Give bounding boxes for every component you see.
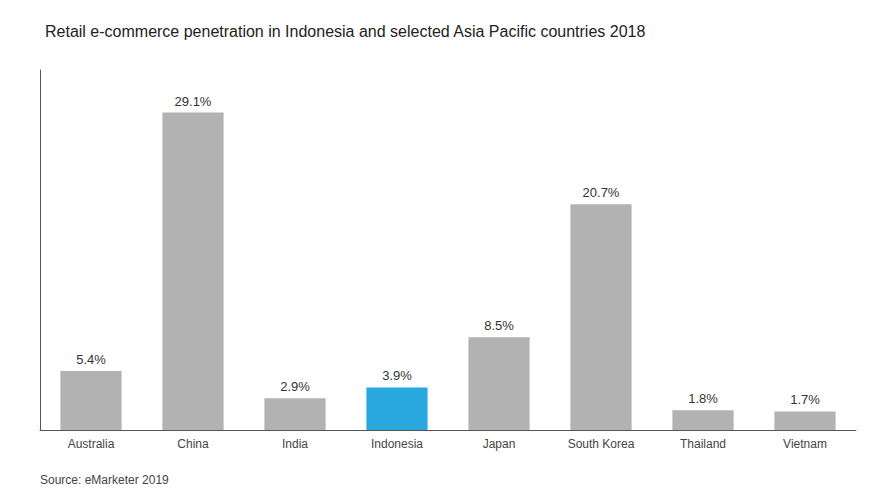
svg-text:Source: eMarketer 2019: Source: eMarketer 2019 bbox=[40, 473, 169, 487]
svg-text:Japan: Japan bbox=[483, 437, 516, 451]
svg-text:29.1%: 29.1% bbox=[175, 94, 212, 109]
svg-text:Vietnam: Vietnam bbox=[783, 437, 827, 451]
svg-text:South Korea: South Korea bbox=[568, 437, 635, 451]
svg-text:Australia: Australia bbox=[68, 437, 115, 451]
svg-text:Thailand: Thailand bbox=[680, 437, 726, 451]
svg-text:1.8%: 1.8% bbox=[688, 391, 718, 406]
svg-text:1.7%: 1.7% bbox=[790, 392, 820, 407]
svg-text:Indonesia: Indonesia bbox=[371, 437, 423, 451]
svg-text:20.7%: 20.7% bbox=[583, 185, 620, 200]
svg-text:China: China bbox=[177, 437, 209, 451]
svg-text:5.4%: 5.4% bbox=[76, 352, 106, 367]
svg-text:8.5%: 8.5% bbox=[484, 318, 514, 333]
svg-text:2.9%: 2.9% bbox=[280, 379, 310, 394]
svg-text:India: India bbox=[282, 437, 308, 451]
svg-text:Retail e-commerce penetration: Retail e-commerce penetration in Indones… bbox=[45, 23, 645, 40]
svg-text:3.9%: 3.9% bbox=[382, 368, 412, 383]
